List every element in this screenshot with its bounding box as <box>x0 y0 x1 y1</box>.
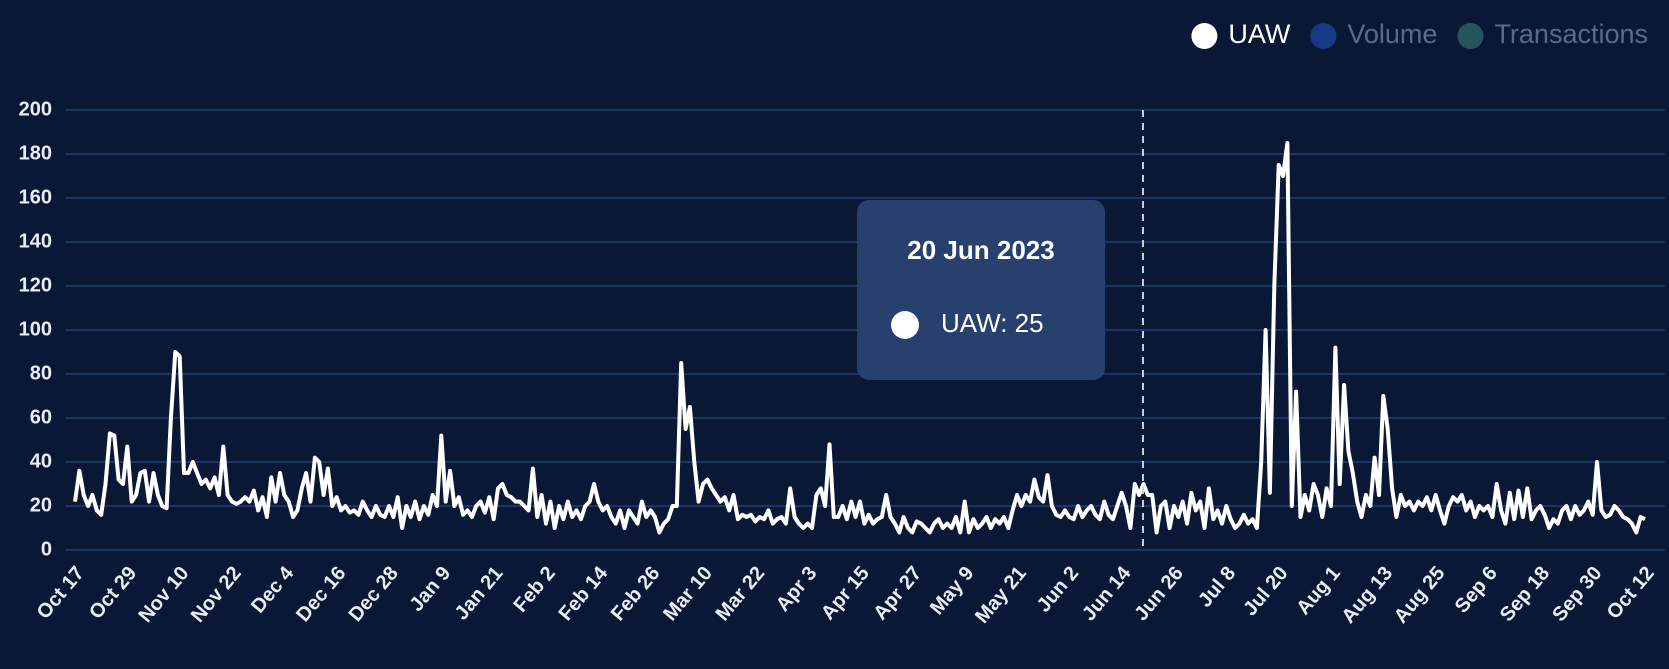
x-tick-label: Apr 15 <box>817 562 874 624</box>
uaw-line <box>73 141 1646 535</box>
x-tick-label: Dec 28 <box>345 562 403 626</box>
x-tick-label: May 9 <box>926 562 979 619</box>
legend-swatch <box>1191 23 1218 49</box>
y-tick-label: 60 <box>30 406 52 428</box>
x-tick-label: Feb 2 <box>509 562 559 616</box>
tooltip-dot <box>891 311 919 339</box>
x-tick-label: Apr 3 <box>772 562 822 615</box>
y-tick-label: 180 <box>19 142 52 164</box>
tooltip: 20 Jun 2023 UAW: 25 <box>857 200 1105 380</box>
y-tick-label: 20 <box>30 494 52 516</box>
legend-swatch <box>1310 23 1337 49</box>
y-tick-label: 80 <box>30 362 52 384</box>
y-tick-label: 100 <box>19 318 52 340</box>
x-tick-label: Dec 16 <box>292 562 350 626</box>
x-tick-label: Sep 30 <box>1548 562 1606 626</box>
x-tick-label: Jan 9 <box>405 562 455 615</box>
x-tick-label: Apr 27 <box>869 562 926 624</box>
x-tick-label: Jun 14 <box>1078 562 1136 625</box>
x-tick-label: Sep 18 <box>1496 562 1554 626</box>
tooltip-text: UAW: 25 <box>941 308 1044 338</box>
legend-swatch <box>1457 23 1484 49</box>
y-tick-label: 120 <box>19 274 52 296</box>
x-tick-label: Jul 20 <box>1239 562 1292 620</box>
x-tick-label: Jan 21 <box>451 562 508 624</box>
x-tick-label: Feb 26 <box>607 562 665 625</box>
plot <box>73 141 1646 535</box>
y-tick-label: 140 <box>19 230 52 252</box>
x-tick-label: Jun 26 <box>1130 562 1188 625</box>
x-tick-label: Feb 14 <box>555 562 613 625</box>
x-tick-label: Aug 13 <box>1337 562 1397 627</box>
x-tick-label: Oct 29 <box>85 562 141 623</box>
y-tick-label: 200 <box>19 98 52 120</box>
legend: Transactions Volume UAW <box>1191 19 1648 49</box>
legend-label: Volume <box>1347 19 1437 49</box>
legend-label: Transactions <box>1494 19 1648 49</box>
x-tick-label: Aug 25 <box>1390 562 1450 627</box>
y-tick-label: 40 <box>30 450 52 472</box>
x-tick-label: Mar 10 <box>659 562 717 625</box>
x-tick-label: Jun 2 <box>1033 562 1083 616</box>
x-tick-label: Mar 22 <box>712 562 770 625</box>
x-tick-label: Oct 12 <box>1603 562 1659 623</box>
x-tick-label: Nov 10 <box>135 562 194 626</box>
x-tick-label: May 21 <box>971 562 1031 627</box>
y-tick-label: 0 <box>41 538 52 560</box>
x-tick-label: Jul 8 <box>1194 562 1240 611</box>
x-tick-label: Nov 22 <box>187 562 246 626</box>
tooltip-title: 20 Jun 2023 <box>907 235 1054 265</box>
x-tick-label: Dec 4 <box>247 562 299 618</box>
x-tick-label: Oct 17 <box>33 562 89 623</box>
legend-label: UAW <box>1228 19 1291 49</box>
y-tick-label: 160 <box>19 186 52 208</box>
x-tick-label: Sep 6 <box>1451 562 1502 617</box>
tooltip-box <box>857 200 1105 380</box>
x-tick-label: Aug 1 <box>1292 562 1345 619</box>
